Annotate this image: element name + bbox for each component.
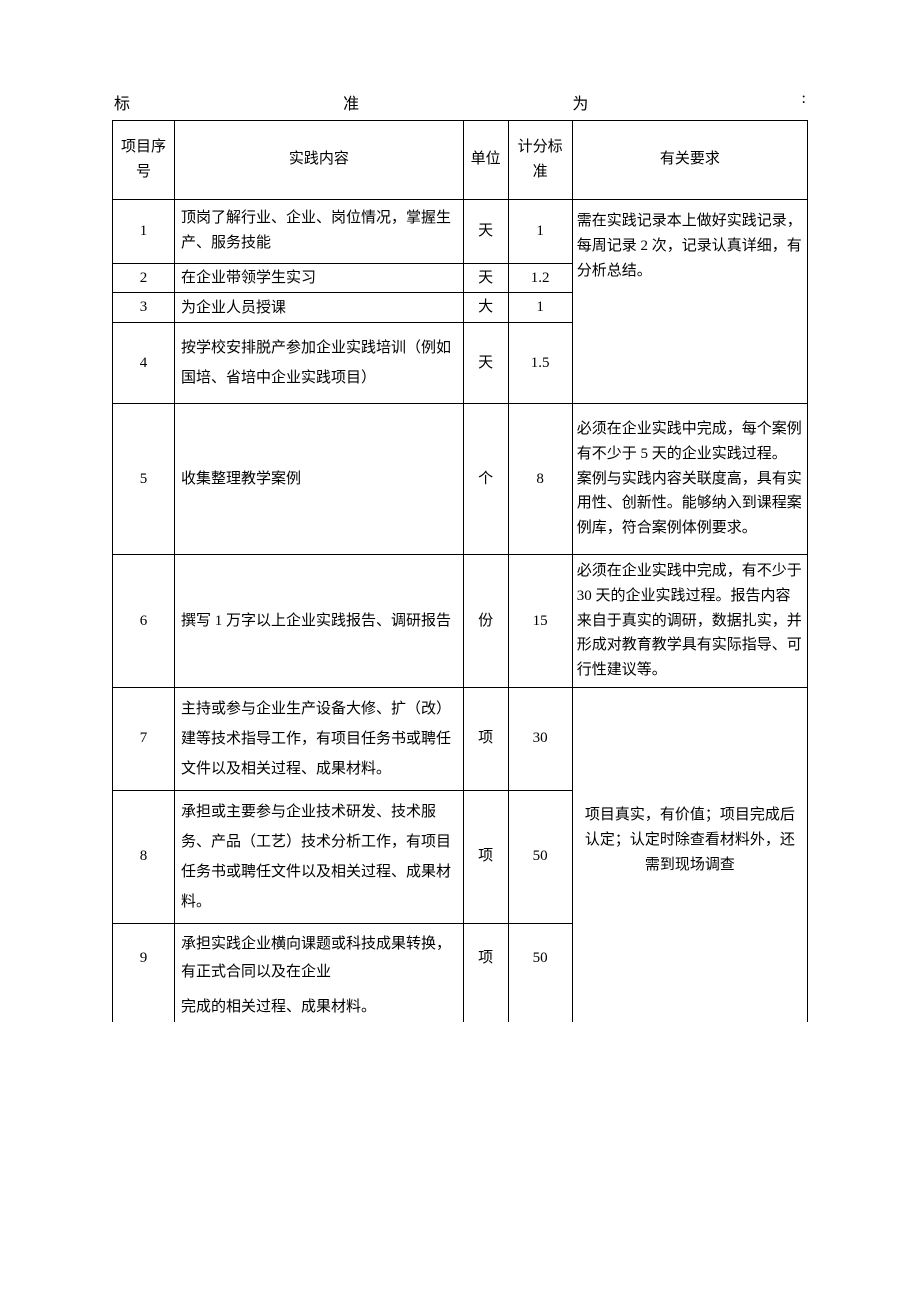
cell-no: 5 bbox=[113, 404, 175, 555]
cell-unit: 天 bbox=[463, 199, 508, 263]
cell-req bbox=[572, 293, 807, 323]
cell-no: 2 bbox=[113, 263, 175, 293]
cell-no bbox=[113, 993, 175, 1023]
practice-table: 项目序号 实践内容 单位 计分标准 有关要求 1 顶岗了解行业、企业、岗位情况，… bbox=[112, 120, 808, 1022]
table-row: 5 收集整理教学案例 个 8 必须在企业实践中完成，每个案例有不少于 5 天的企… bbox=[113, 404, 808, 555]
cell-req bbox=[572, 323, 807, 404]
table-row: 1 顶岗了解行业、企业、岗位情况，掌握生产、服务技能 天 1 需在实践记录本上做… bbox=[113, 199, 808, 263]
cell-no: 1 bbox=[113, 199, 175, 263]
cell-unit: 天 bbox=[463, 263, 508, 293]
cell-score: 1 bbox=[508, 293, 572, 323]
col-header-req: 有关要求 bbox=[572, 121, 807, 200]
cell-score: 1.5 bbox=[508, 323, 572, 404]
header-left: 标 bbox=[114, 90, 130, 114]
col-header-content: 实践内容 bbox=[175, 121, 464, 200]
table-row: 7 主持或参与企业生产设备大修、扩（改）建等技术指导工作，有项目任务书或聘任文件… bbox=[113, 687, 808, 790]
table-row-trailing: 完成的相关过程、成果材料。 bbox=[113, 993, 808, 1023]
cell-no: 3 bbox=[113, 293, 175, 323]
cell-score: 1 bbox=[508, 199, 572, 263]
table-row: 4 按学校安排脱产参加企业实践培训（例如国培、省培中企业实践项目） 天 1.5 bbox=[113, 323, 808, 404]
cell-content: 主持或参与企业生产设备大修、扩（改）建等技术指导工作，有项目任务书或聘任文件以及… bbox=[175, 687, 464, 790]
cell-content: 收集整理教学案例 bbox=[175, 404, 464, 555]
col-header-unit: 单位 bbox=[463, 121, 508, 200]
cell-content: 为企业人员授课 bbox=[175, 293, 464, 323]
header-right1: 为 bbox=[572, 90, 588, 114]
cell-req: 必须在企业实践中完成，有不少于 30 天的企业实践过程。报告内容来自于真实的调研… bbox=[572, 555, 807, 688]
cell-req: 必须在企业实践中完成，每个案例有不少于 5 天的企业实践过程。 案例与实践内容关… bbox=[572, 404, 807, 555]
cell-req bbox=[572, 993, 807, 1023]
cell-no: 7 bbox=[113, 687, 175, 790]
table-row: 3 为企业人员授课 大 1 bbox=[113, 293, 808, 323]
cell-unit: 大 bbox=[463, 293, 508, 323]
cell-content: 顶岗了解行业、企业、岗位情况，掌握生产、服务技能 bbox=[175, 199, 464, 263]
cell-unit: 个 bbox=[463, 404, 508, 555]
cell-score: 30 bbox=[508, 687, 572, 790]
cell-content: 在企业带领学生实习 bbox=[175, 263, 464, 293]
table-header-row: 项目序号 实践内容 单位 计分标准 有关要求 bbox=[113, 121, 808, 200]
document-page: 标 准 为 : 项目序号 实践内容 单位 计分标准 有关要求 1 顶岗了解行业、… bbox=[0, 0, 920, 1082]
cell-unit: 项 bbox=[463, 923, 508, 993]
cell-unit: 天 bbox=[463, 323, 508, 404]
header-mid: 准 bbox=[343, 90, 359, 114]
cell-content: 按学校安排脱产参加企业实践培训（例如国培、省培中企业实践项目） bbox=[175, 323, 464, 404]
cell-score bbox=[508, 993, 572, 1023]
cell-no: 4 bbox=[113, 323, 175, 404]
cell-no: 8 bbox=[113, 790, 175, 923]
cell-req: 需在实践记录本上做好实践记录，每周记录 2 次，记录认真详细，有分析总结。 bbox=[572, 199, 807, 293]
cell-unit: 份 bbox=[463, 555, 508, 688]
col-header-score: 计分标准 bbox=[508, 121, 572, 200]
cell-req: 项目真实，有价值；项目完成后认定；认定时除查看材料外，还需到现场调查 bbox=[572, 687, 807, 993]
col-header-no: 项目序号 bbox=[113, 121, 175, 200]
cell-unit: 项 bbox=[463, 790, 508, 923]
cell-no: 9 bbox=[113, 923, 175, 993]
cell-content: 承担实践企业横向课题或科技成果转换，有正式合同以及在企业 bbox=[175, 923, 464, 993]
cell-score: 15 bbox=[508, 555, 572, 688]
header-right2: : bbox=[802, 90, 806, 114]
cell-score: 50 bbox=[508, 923, 572, 993]
cell-score: 50 bbox=[508, 790, 572, 923]
cell-content: 撰写 1 万字以上企业实践报告、调研报告 bbox=[175, 555, 464, 688]
cell-score: 1.2 bbox=[508, 263, 572, 293]
cell-content-trailing: 完成的相关过程、成果材料。 bbox=[175, 993, 464, 1023]
table-row: 6 撰写 1 万字以上企业实践报告、调研报告 份 15 必须在企业实践中完成，有… bbox=[113, 555, 808, 688]
cell-unit: 项 bbox=[463, 687, 508, 790]
cell-score: 8 bbox=[508, 404, 572, 555]
header-line: 标 准 为 : bbox=[112, 90, 808, 114]
cell-unit bbox=[463, 993, 508, 1023]
cell-content: 承担或主要参与企业技术研发、技术服务、产品（工艺）技术分析工作，有项目任务书或聘… bbox=[175, 790, 464, 923]
cell-no: 6 bbox=[113, 555, 175, 688]
